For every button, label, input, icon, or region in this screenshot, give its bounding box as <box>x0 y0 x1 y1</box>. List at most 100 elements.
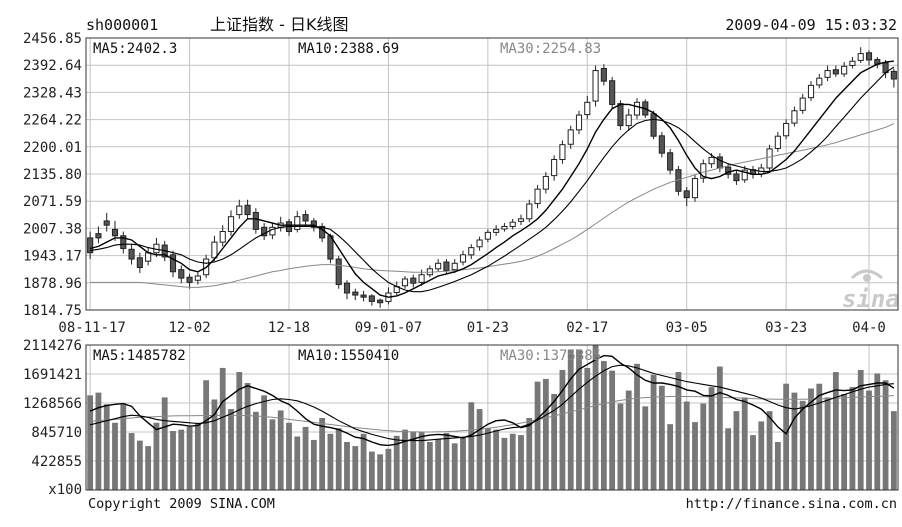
volume-bar <box>161 397 168 490</box>
candle-up <box>708 156 715 165</box>
candle-down <box>252 211 259 230</box>
volume-bar <box>95 392 102 490</box>
volume-bar <box>451 443 458 490</box>
candle-down <box>410 277 417 284</box>
volume-bar <box>484 428 491 490</box>
volume-bar <box>460 437 466 490</box>
price-y-tick: 2264.22 <box>23 113 82 129</box>
candle-down <box>261 226 268 237</box>
volume-bar <box>783 383 790 490</box>
ma5-legend: MA5:2402.3 <box>93 41 177 57</box>
volume-bar <box>625 390 632 490</box>
candle-down <box>725 166 732 175</box>
volume-bar <box>857 369 864 490</box>
volume-bar <box>244 383 251 490</box>
price-y-tick: 2328.43 <box>23 85 82 101</box>
volume-y-axis: 2114276 1691421 1268566 845710 422855 x100 <box>23 338 82 498</box>
date-x-tick: 08-11-17 <box>58 320 125 336</box>
candle-down <box>352 291 359 296</box>
candlesticks <box>87 47 897 308</box>
sina-watermark: sina <box>842 269 900 313</box>
candle-up <box>592 70 599 102</box>
volume-bar <box>87 395 94 490</box>
candle-up <box>575 114 583 131</box>
datetime: 2009-04-09 15:03:32 <box>725 16 897 34</box>
volume-bar <box>808 388 814 490</box>
sina-eye-icon <box>850 269 883 280</box>
volume-bar <box>310 439 317 490</box>
candle-up <box>459 254 467 263</box>
volume-bar <box>750 435 756 490</box>
price-y-tick: 2456.85 <box>23 31 82 47</box>
volume-bar <box>683 401 690 490</box>
candle-down <box>169 254 177 273</box>
candle-down <box>128 248 135 260</box>
candle-up <box>799 97 806 111</box>
price-y-tick: 1943.17 <box>23 249 82 265</box>
candle-up <box>584 101 591 116</box>
candle-up <box>418 274 425 283</box>
price-ma-lines <box>89 60 895 298</box>
price-y-tick: 1878.96 <box>23 276 82 292</box>
volume-bar <box>402 429 408 490</box>
vol-ma10-legend: MA10:1550410 <box>298 348 399 364</box>
volume-bar <box>866 390 872 490</box>
volume-bar <box>882 380 889 490</box>
vol-ma10-line <box>89 364 894 442</box>
volume-bar <box>824 397 831 490</box>
volume-bar <box>435 439 442 490</box>
volume-y-tick: 1268566 <box>23 396 82 412</box>
candle-down <box>136 257 143 269</box>
volume-bar <box>194 422 201 490</box>
candle-up <box>774 135 781 149</box>
volume-bar <box>418 432 425 490</box>
volume-bar <box>592 345 599 490</box>
volume-bar <box>526 417 533 490</box>
candle-up <box>542 175 549 190</box>
volume-bar <box>708 387 715 490</box>
date-x-tick: 09-01-07 <box>355 320 422 336</box>
volume-bar <box>584 367 591 490</box>
candle-up <box>633 101 641 116</box>
price-frame <box>85 37 899 311</box>
volume-bar <box>832 372 839 490</box>
volume-bars <box>87 345 897 490</box>
candle-up <box>791 110 798 124</box>
price-y-tick: 2200.01 <box>23 140 82 156</box>
volume-ma-lines <box>89 354 895 447</box>
candle-up <box>857 53 864 61</box>
volume-bar <box>617 403 624 490</box>
volume-bar <box>609 370 616 490</box>
volume-bar <box>368 451 375 490</box>
volume-bar <box>493 429 500 490</box>
candle-down <box>667 152 674 171</box>
volume-bar <box>170 431 176 490</box>
candle-down <box>335 258 342 285</box>
volume-bar <box>766 411 773 490</box>
volume-bar <box>733 411 740 490</box>
candle-down <box>103 220 110 226</box>
volume-bar <box>799 400 806 490</box>
candle-up <box>824 70 831 78</box>
source-url[interactable]: http://finance.sina.com.cn <box>686 496 897 512</box>
date-x-tick: 03-23 <box>765 320 807 336</box>
volume-frame <box>85 344 899 491</box>
volume-bar <box>377 454 384 490</box>
candle-up <box>625 114 632 127</box>
vol-ma30-legend: MA30:1375885 <box>500 348 601 364</box>
candle-down <box>178 269 185 279</box>
volume-bar <box>385 448 392 490</box>
volume-bar <box>658 385 665 490</box>
volume-bar <box>319 417 326 490</box>
volume-bar <box>890 411 897 490</box>
volume-bar <box>327 433 334 490</box>
price-panel: 2456.85 2392.64 2328.43 2264.22 2200.01 2135.… <box>23 31 900 336</box>
volume-bar <box>841 393 848 490</box>
candle-up <box>517 218 525 222</box>
candle-down <box>120 235 127 249</box>
candle-up <box>559 144 566 161</box>
volume-bar <box>136 440 143 490</box>
volume-bar <box>509 433 516 490</box>
volume-bar <box>277 410 284 490</box>
